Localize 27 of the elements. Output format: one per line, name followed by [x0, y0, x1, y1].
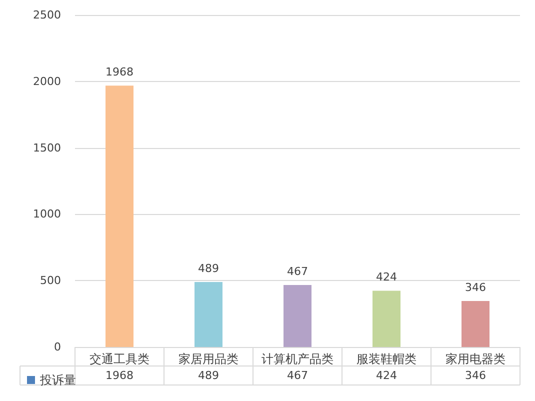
x-tick-label: 家用电器类 — [446, 352, 506, 366]
y-tick-label: 2500 — [33, 8, 61, 22]
x-tick-label: 交通工具类 — [90, 352, 150, 366]
x-tick-label: 计算机产品类 — [262, 352, 334, 366]
x-tick-label: 家居用品类 — [178, 352, 238, 366]
bar — [284, 284, 312, 347]
y-tick-label: 2000 — [33, 74, 61, 88]
y-tick-label: 1500 — [33, 141, 61, 154]
y-tick-label: 1000 — [33, 208, 61, 221]
bar — [372, 290, 400, 347]
y-tick-label: 0 — [54, 340, 61, 354]
data-label: 346 — [465, 369, 486, 382]
text: 投诉量 — [39, 373, 76, 387]
annotation: 1968 — [106, 66, 134, 79]
annotation: 346 — [465, 281, 486, 294]
data-label: 467 — [287, 369, 308, 382]
data-label: 424 — [376, 369, 397, 382]
annotation: 489 — [198, 262, 219, 276]
data-label: 1968 — [106, 369, 134, 382]
bar — [462, 301, 490, 347]
y-tick-label: 500 — [40, 274, 61, 288]
annotation: 467 — [287, 264, 308, 278]
x-tick-label: 服装鞋帽类 — [356, 352, 416, 366]
bar — [106, 86, 134, 347]
data-label: 489 — [198, 369, 219, 382]
bar — [194, 282, 222, 347]
annotation: 424 — [376, 270, 397, 284]
